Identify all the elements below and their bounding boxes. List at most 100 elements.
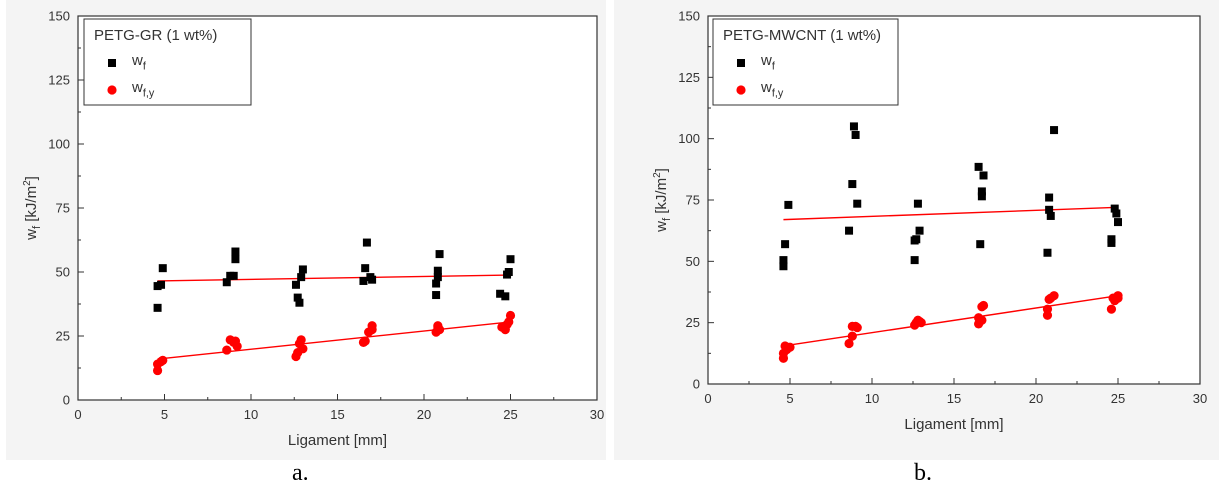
data-point bbox=[1110, 204, 1119, 213]
chart-panel-b: 0 5 10 15 20 25 30 0 25 50 75 100 125 150 Ligament [mm… bbox=[612, 0, 1219, 494]
x-axis-label: Ligament [mm] bbox=[904, 416, 1003, 433]
data-point bbox=[359, 276, 368, 285]
data-point bbox=[853, 199, 862, 208]
data-point bbox=[433, 266, 442, 275]
data-point bbox=[158, 355, 168, 365]
fit-line bbox=[783, 206, 1119, 221]
data-point bbox=[435, 250, 444, 259]
x-tick-label: 30 bbox=[1193, 391, 1207, 406]
y-tick-label: 0 bbox=[63, 393, 70, 408]
data-point bbox=[298, 344, 308, 354]
legend-title: PETG-MWCNT (1 wt%) bbox=[723, 27, 881, 44]
y-tick-label: 150 bbox=[48, 9, 70, 24]
y-tick-label: 75 bbox=[56, 201, 70, 216]
data-point bbox=[152, 365, 163, 376]
data-point bbox=[368, 275, 377, 284]
y-axis-label: wf [kJ/m2] bbox=[652, 168, 673, 233]
y-tick-label: 100 bbox=[48, 137, 70, 152]
x-axis-label: Ligament [mm] bbox=[288, 432, 387, 449]
data-point bbox=[913, 199, 922, 208]
x-tick-label: 0 bbox=[74, 407, 81, 422]
y-tick-label: 25 bbox=[56, 329, 70, 344]
data-point bbox=[910, 256, 919, 265]
data-point bbox=[505, 310, 516, 321]
legend-marker bbox=[108, 59, 116, 67]
x-tick-label: 10 bbox=[865, 391, 879, 406]
legend-title: PETG-GR (1 wt%) bbox=[94, 27, 217, 44]
data-point bbox=[1114, 218, 1122, 227]
data-point bbox=[496, 289, 505, 298]
data-point bbox=[1045, 193, 1054, 202]
data-point bbox=[976, 240, 985, 249]
data-point bbox=[231, 255, 240, 264]
data-point bbox=[779, 262, 788, 271]
data-point bbox=[506, 255, 515, 264]
data-point bbox=[781, 240, 790, 249]
data-point bbox=[231, 247, 240, 256]
data-point bbox=[978, 300, 989, 311]
data-point bbox=[501, 292, 510, 301]
data-point bbox=[1113, 291, 1123, 301]
data-point bbox=[434, 325, 445, 335]
data-point bbox=[367, 321, 377, 331]
legend-label: wf,y bbox=[760, 79, 784, 100]
data-point bbox=[977, 187, 986, 196]
data-point bbox=[1043, 248, 1052, 257]
legend-marker bbox=[737, 59, 745, 67]
data-point bbox=[432, 279, 441, 288]
data-point bbox=[1107, 235, 1116, 244]
data-point bbox=[977, 192, 986, 201]
fit-line bbox=[157, 321, 511, 360]
data-point bbox=[974, 162, 983, 171]
data-point bbox=[433, 273, 442, 282]
y-tick-label: 125 bbox=[48, 73, 70, 88]
data-point bbox=[1050, 126, 1059, 135]
data-point bbox=[362, 238, 371, 247]
legend-label: wf bbox=[131, 52, 147, 73]
data-point bbox=[293, 293, 302, 302]
x-tick-label: 10 bbox=[244, 407, 258, 422]
y-tick-label: 25 bbox=[686, 315, 700, 330]
chart-panel-a: 0 5 10 15 20 25 30 0 25 50 75 100 125 150 Ligament [mm… bbox=[6, 0, 606, 486]
data-point bbox=[222, 278, 231, 287]
chart-b-svg: 0 5 10 15 20 25 30 0 25 50 75 100 125 150 Ligament [mm… bbox=[652, 9, 1207, 434]
data-point bbox=[979, 171, 988, 180]
y-tick-label: 125 bbox=[678, 70, 700, 85]
x-tick-label: 15 bbox=[947, 391, 961, 406]
data-point bbox=[153, 303, 162, 312]
data-point bbox=[851, 130, 860, 139]
x-tick-label: 30 bbox=[590, 407, 604, 422]
data-point bbox=[229, 271, 238, 280]
data-point bbox=[432, 291, 441, 300]
x-tick-label: 15 bbox=[330, 407, 344, 422]
data-point bbox=[1106, 304, 1117, 314]
y-tick-label: 100 bbox=[678, 131, 700, 146]
data-point bbox=[222, 345, 232, 355]
data-point bbox=[845, 226, 854, 235]
data-point bbox=[1046, 211, 1055, 220]
panel-caption: a. bbox=[292, 460, 309, 486]
data-point bbox=[1112, 209, 1121, 218]
data-point bbox=[295, 298, 304, 307]
data-point bbox=[504, 268, 513, 276]
data-point bbox=[1049, 291, 1059, 301]
data-point bbox=[158, 264, 167, 273]
data-point bbox=[296, 335, 306, 345]
legend-marker bbox=[736, 85, 746, 95]
data-point bbox=[291, 280, 300, 289]
panel-caption: b. bbox=[914, 460, 932, 486]
data-point bbox=[157, 280, 166, 289]
fit-line bbox=[783, 294, 1119, 347]
data-point bbox=[844, 338, 854, 349]
data-point bbox=[779, 256, 788, 265]
data-point bbox=[298, 265, 307, 274]
data-point bbox=[360, 336, 370, 346]
data-point bbox=[784, 200, 793, 209]
data-point bbox=[852, 322, 862, 333]
data-point bbox=[1045, 205, 1054, 214]
data-point bbox=[361, 264, 370, 273]
x-tick-label: 0 bbox=[704, 391, 711, 406]
x-tick-label: 25 bbox=[1111, 391, 1125, 406]
y-tick-label: 75 bbox=[686, 193, 700, 208]
y-axis-label: wf [kJ/m2] bbox=[22, 176, 43, 241]
